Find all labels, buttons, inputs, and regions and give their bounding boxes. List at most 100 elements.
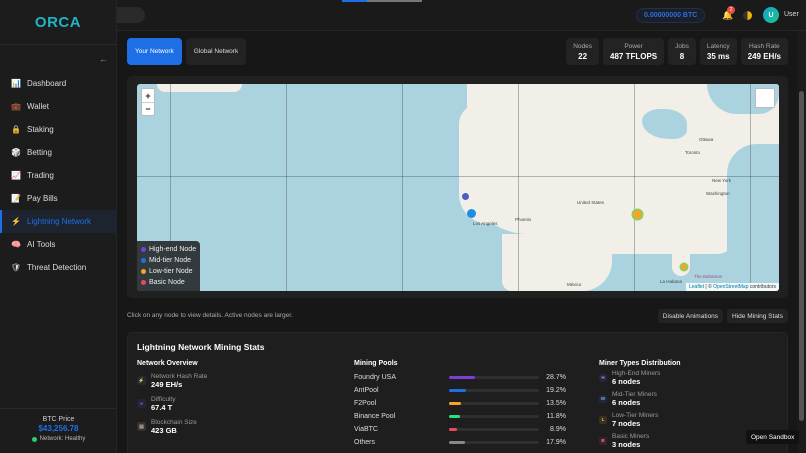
sidebar-item-threat-detection[interactable]: 🛡 Threat Detection: [0, 256, 117, 279]
miner-value: 6 nodes: [612, 397, 641, 407]
miners-title: Miner Types Distribution: [599, 360, 681, 367]
zoom-in-button[interactable]: +: [145, 90, 151, 101]
network-stats: Nodes 22 Power 487 TFLOPS Jobs 8 Latency 35 …: [566, 38, 788, 65]
network-status: Network: Healthy: [0, 436, 117, 442]
sidebar-item-label: AI Tools: [27, 240, 56, 249]
pool-bar: [449, 402, 539, 405]
sidebar-footer: BTC Price $43,256.78 Network: Healthy: [0, 408, 117, 453]
attribution-sep: | ©: [704, 284, 714, 290]
pool-name: AntPool: [354, 387, 379, 394]
miner-label: Low-Tier Miners: [612, 411, 659, 419]
stat-label: Nodes: [573, 42, 592, 50]
miner-item: M Mid-Tier Miners 6 nodes: [599, 388, 779, 409]
open-sandbox-button[interactable]: Open Sandbox: [746, 430, 800, 444]
layers-button[interactable]: [755, 88, 775, 108]
stat-nodes: Nodes 22: [566, 38, 599, 65]
stat-label: Hash Rate: [748, 42, 780, 50]
pool-name: F2Pool: [354, 400, 377, 407]
miner-value: 3 nodes: [612, 439, 641, 449]
sidebar-item-trading[interactable]: 📈 Trading: [0, 164, 117, 187]
miner-item: H High-End Miners 6 nodes: [599, 367, 779, 388]
map-card: Ottawa Toronto New York Washington Unite…: [127, 76, 788, 298]
sidebar-item-dashboard[interactable]: 📊 Dashboard: [0, 72, 117, 95]
btc-balance[interactable]: 0.00000000 BTC: [636, 8, 706, 23]
btc-price-value: $43,256.78: [38, 424, 79, 433]
map-gridline: [286, 84, 287, 291]
pool-bar: [449, 441, 539, 444]
bill-icon: 📝: [11, 194, 21, 203]
mid-tier-miner-icon: M: [599, 394, 607, 403]
trending-icon: 📈: [11, 171, 21, 180]
sidebar-item-staking[interactable]: 🔒 Staking: [0, 118, 117, 141]
bell-icon[interactable]: 🔔: [722, 10, 734, 20]
map-attribution: Leaflet | © OpenStreetMap contributors: [686, 283, 779, 291]
city-label: New York: [712, 178, 732, 183]
pool-bar: [449, 376, 539, 379]
pool-bar-fill: [449, 428, 457, 431]
mining-stats-title: Lightning Network Mining Stats: [137, 342, 265, 352]
map-gridline: [634, 84, 635, 291]
briefcase-icon: 💼: [11, 102, 21, 111]
map-node-low-tier[interactable]: [633, 210, 642, 219]
stat-value: 22: [578, 51, 588, 61]
sidebar-item-label: Threat Detection: [27, 263, 87, 272]
map-node-mid-tier[interactable]: [467, 209, 476, 218]
pool-bar-fill: [449, 402, 462, 405]
pool-row: ViaBTC 8.9%: [354, 423, 566, 436]
search-input[interactable]: [117, 7, 145, 23]
database-icon: ▤: [137, 422, 146, 431]
stat-value: 8: [679, 51, 685, 61]
user-name[interactable]: User: [784, 11, 799, 18]
legend-item: Mid-tier Node: [141, 255, 196, 266]
avatar[interactable]: U: [763, 7, 779, 23]
hash-rate-icon: ⚡: [137, 376, 146, 385]
stat-label: Latency: [706, 42, 730, 50]
stat-jobs: Jobs 8: [668, 38, 696, 65]
city-label: Toronto: [685, 150, 701, 155]
atlantic-water: [727, 144, 779, 291]
tab-global-network[interactable]: Global Network: [185, 38, 247, 65]
network-map[interactable]: Ottawa Toronto New York Washington Unite…: [137, 84, 779, 291]
zoom-out-button[interactable]: −: [142, 102, 154, 115]
overview-item: ▤ Blockchain Size 423 GB: [137, 417, 337, 436]
sidebar-item-lightning-network[interactable]: ⚡ Lightning Network: [0, 210, 117, 233]
legend-label: Basic Node: [149, 279, 185, 286]
map-node-high-end[interactable]: [462, 193, 469, 200]
logo[interactable]: ORCA: [0, 0, 116, 45]
overview-item: ∞ Difficulty 67.4 T: [137, 394, 337, 413]
city-label: United States: [577, 200, 605, 205]
tab-your-network[interactable]: Your Network: [127, 38, 182, 65]
legend-swatch-icon: [141, 280, 146, 285]
leaflet-link[interactable]: Leaflet: [689, 284, 705, 290]
hide-mining-stats-button[interactable]: Hide Mining Stats: [727, 309, 788, 323]
map-hint: Click on any node to view details. Activ…: [127, 312, 293, 319]
map-node-low-tier[interactable]: [681, 264, 687, 270]
sidebar-item-betting[interactable]: 🎲 Betting: [0, 141, 117, 164]
map-legend: High-end Node Mid-tier Node Low-tier Nod…: [137, 241, 201, 291]
miner-label: Basic Miners: [612, 432, 650, 440]
shield-icon: 🛡: [10, 263, 22, 272]
sidebar-item-ai-tools[interactable]: 🧠 AI Tools: [0, 233, 117, 256]
chart-icon: 📊: [11, 79, 21, 88]
theme-toggle-icon[interactable]: [743, 11, 752, 20]
great-lakes: [642, 109, 687, 139]
disable-animations-button[interactable]: Disable Animations: [657, 309, 724, 323]
pool-row: Foundry USA 28.7%: [354, 371, 566, 384]
sidebar-item-wallet[interactable]: 💼 Wallet: [0, 95, 117, 118]
land-alaska-islands: [157, 84, 242, 92]
miner-value: 6 nodes: [612, 376, 641, 386]
land-west-coast: [459, 104, 499, 224]
miner-item: B Basic Miners 3 nodes: [599, 430, 779, 451]
pool-bar: [449, 415, 539, 418]
scrollbar-thumb[interactable]: [799, 91, 804, 421]
collapse-sidebar-icon[interactable]: ←: [99, 54, 108, 64]
miner-item: L Low-Tier Miners 7 nodes: [599, 409, 779, 430]
page-scrollbar[interactable]: [797, 31, 806, 453]
city-label: Los Angeles: [473, 221, 498, 226]
city-label: Phoenix: [515, 217, 532, 222]
pool-bar-fill: [449, 376, 475, 379]
scroll-indicator: [342, 0, 367, 2]
osm-link[interactable]: OpenStreetMap: [713, 284, 749, 290]
pool-name: ViaBTC: [354, 426, 378, 433]
sidebar-item-pay-bills[interactable]: 📝 Pay Bills: [0, 187, 117, 210]
